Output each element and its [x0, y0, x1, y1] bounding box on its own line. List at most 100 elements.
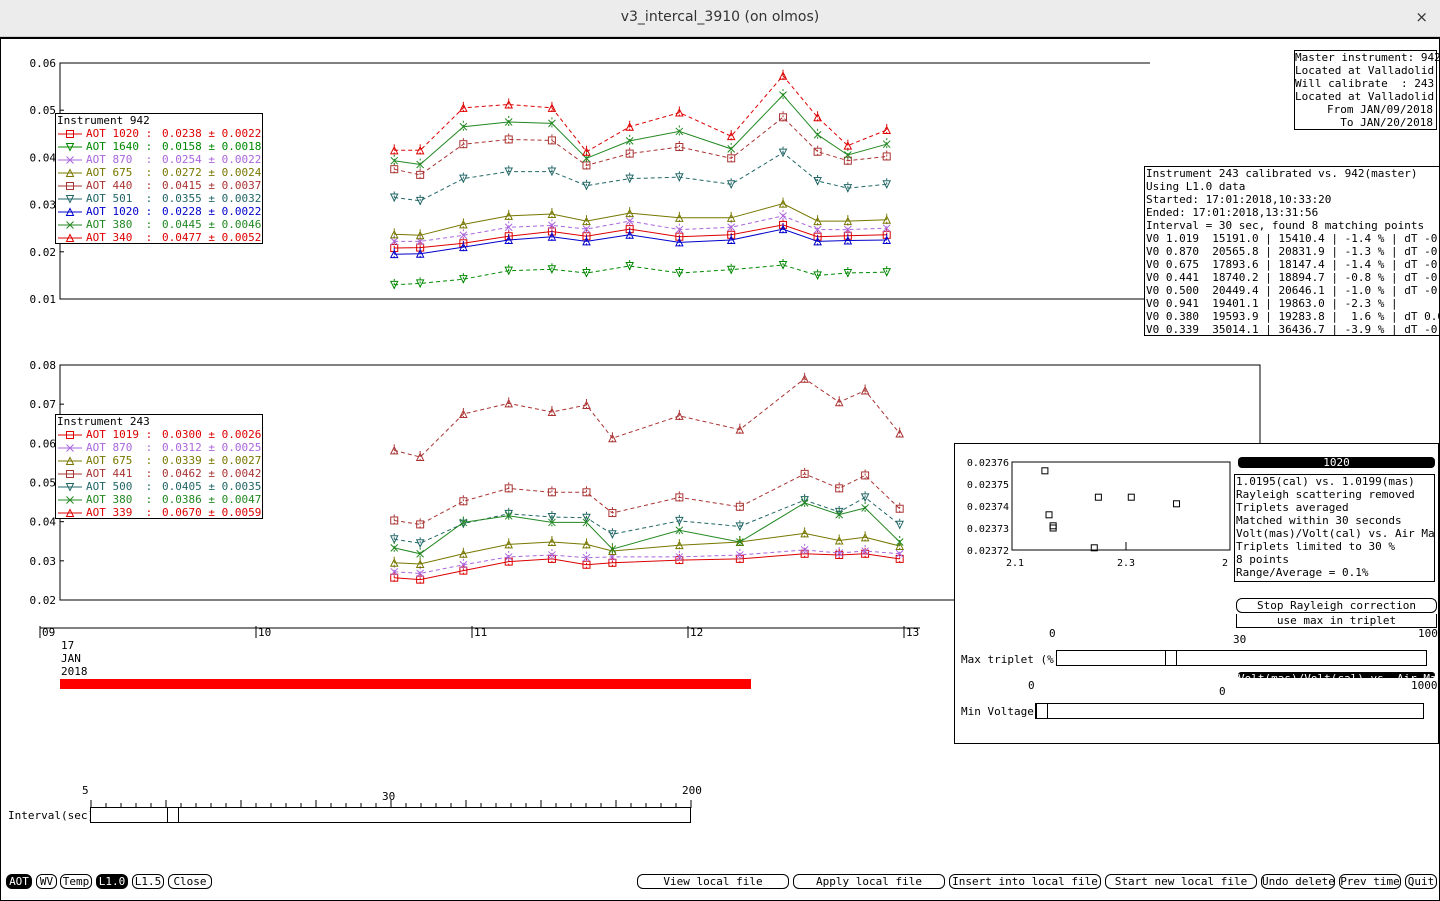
use-max-triplet-button[interactable]: use max in triplet: [1236, 614, 1437, 628]
data-point: [895, 554, 904, 563]
legend-symbol: [65, 168, 75, 177]
interval-slider-thumb[interactable]: [166, 807, 179, 823]
data-point: [778, 224, 788, 234]
legend-symbol: [66, 496, 74, 504]
data-point: [800, 499, 809, 507]
stop-rayleigh-button[interactable]: Stop Rayleigh correction: [1236, 598, 1437, 613]
legend-label: AOT 675 :: [86, 166, 153, 179]
data-point: [735, 425, 745, 434]
info-line: Range/Average = 0.1%: [1236, 566, 1369, 579]
calib-line: V0 0.339 35014.1 | 36436.7 | -3.9 % | dT…: [1146, 323, 1440, 336]
data-point: [625, 137, 634, 145]
legend-value: 0.0238 ± 0.0022: [162, 127, 262, 140]
data-point: [416, 170, 425, 179]
data-point: [547, 103, 557, 112]
legend-symbol: [66, 182, 74, 190]
obscured-button-text[interactable]: Volt(mas)/Volt(cal) vs. Air Mass: [1238, 672, 1435, 678]
data-point: [504, 167, 514, 177]
data-point: [735, 538, 744, 546]
mini-data-point: [1173, 500, 1181, 508]
min-voltage-max-label: 1000: [1411, 679, 1438, 692]
apply-local-file-button[interactable]: Apply local file: [793, 874, 945, 889]
data-point: [459, 518, 468, 527]
data-point: [389, 445, 399, 455]
mini-plot-frame: [1011, 461, 1231, 551]
legend-marker: [58, 508, 82, 517]
data-point: [459, 231, 468, 240]
legend-label: AOT 500 :: [86, 480, 153, 493]
calib-line: V0 0.500 20449.4 | 20646.1 | -1.0 % | dT…: [1146, 284, 1440, 297]
legend-value: 0.0254 ± 0.0022: [162, 153, 262, 166]
data-point: [882, 215, 892, 224]
data-point: [800, 528, 809, 538]
data-point: [504, 99, 514, 109]
data-point: [504, 484, 513, 493]
max-triplet-max-label: 100: [1418, 627, 1438, 640]
view-local-file-button[interactable]: View local file: [637, 874, 789, 889]
data-point: [415, 559, 425, 568]
data-point: [675, 540, 684, 550]
data-point: [675, 411, 684, 420]
master-info-box: Master instrument: 942 Located at Vallad…: [1294, 50, 1440, 130]
data-point: [459, 103, 468, 112]
temp-button[interactable]: Temp: [60, 874, 92, 889]
data-point: [547, 167, 557, 177]
legend-item: AOT 501 : 0.0355 ± 0.0032: [56, 192, 262, 205]
info-line: 1.0195(cal) vs. 1.0199(mas): [1236, 475, 1415, 488]
data-point: [882, 224, 891, 233]
close-button[interactable]: Close: [168, 874, 212, 889]
l15-button[interactable]: L1.5: [132, 874, 164, 889]
data-point: [800, 546, 809, 554]
data-point: [895, 538, 904, 546]
legend-label: AOT 501 :: [86, 192, 153, 205]
mini-data-point: [1127, 493, 1135, 501]
max-triplet-slider[interactable]: [1056, 650, 1427, 666]
data-point: [459, 219, 468, 229]
close-icon[interactable]: ×: [1415, 8, 1428, 26]
mini-data-point: [1090, 544, 1098, 552]
legend-marker: [58, 444, 82, 452]
wv-button[interactable]: WV: [36, 874, 57, 889]
data-point: [608, 530, 617, 539]
insert-into-local-file-button[interactable]: Insert into local file: [949, 874, 1101, 889]
date-range-bar[interactable]: [60, 679, 751, 689]
data-point: [813, 147, 822, 156]
data-point: [779, 212, 787, 220]
data-point: [882, 125, 892, 135]
aot-button[interactable]: AOT: [6, 874, 32, 889]
data-point: [625, 261, 634, 271]
series-line: [394, 553, 900, 581]
legend-marker: [58, 470, 82, 478]
data-point: [895, 520, 904, 530]
min-voltage-slider-thumb[interactable]: [1036, 703, 1048, 719]
legend-symbol: [66, 221, 74, 229]
start-new-local-file-button[interactable]: Start new local file: [1105, 874, 1257, 889]
legend-symbol: [65, 143, 75, 152]
calib-line: V0 0.441 18740.2 | 18894.7 | -0.8 % | dT…: [1146, 271, 1440, 284]
calib-line: Interval = 30 sec, found 8 matching poin…: [1146, 219, 1425, 232]
info-line: 8 points: [1236, 553, 1289, 566]
legend-value: 0.0477 ± 0.0052: [162, 231, 262, 244]
max-triplet-slider-thumb[interactable]: [1164, 650, 1177, 666]
data-point: [834, 397, 844, 407]
legend-item: AOT 440 : 0.0415 ± 0.0037: [56, 179, 262, 192]
legend-value: 0.0386 ± 0.0047: [162, 493, 262, 506]
data-point: [504, 266, 514, 276]
legend-symbol: [65, 508, 75, 517]
data-point: [835, 510, 844, 519]
quit-button[interactable]: Quit: [1405, 874, 1437, 889]
data-point: [390, 165, 399, 174]
l10-button[interactable]: L1.0: [96, 874, 128, 889]
min-voltage-slider[interactable]: [1035, 703, 1424, 719]
prev-time-button[interactable]: Prev time: [1339, 874, 1401, 889]
series-line: [394, 496, 901, 544]
legend-label: AOT 1020 :: [86, 205, 153, 218]
data-point: [726, 213, 736, 222]
data-point: [735, 502, 744, 511]
data-point: [726, 265, 736, 275]
undo-delete-button[interactable]: Undo delete: [1261, 874, 1335, 889]
legend-item: AOT 1019 : 0.0300 ± 0.0026: [56, 428, 262, 441]
interval-slider[interactable]: [90, 807, 691, 823]
